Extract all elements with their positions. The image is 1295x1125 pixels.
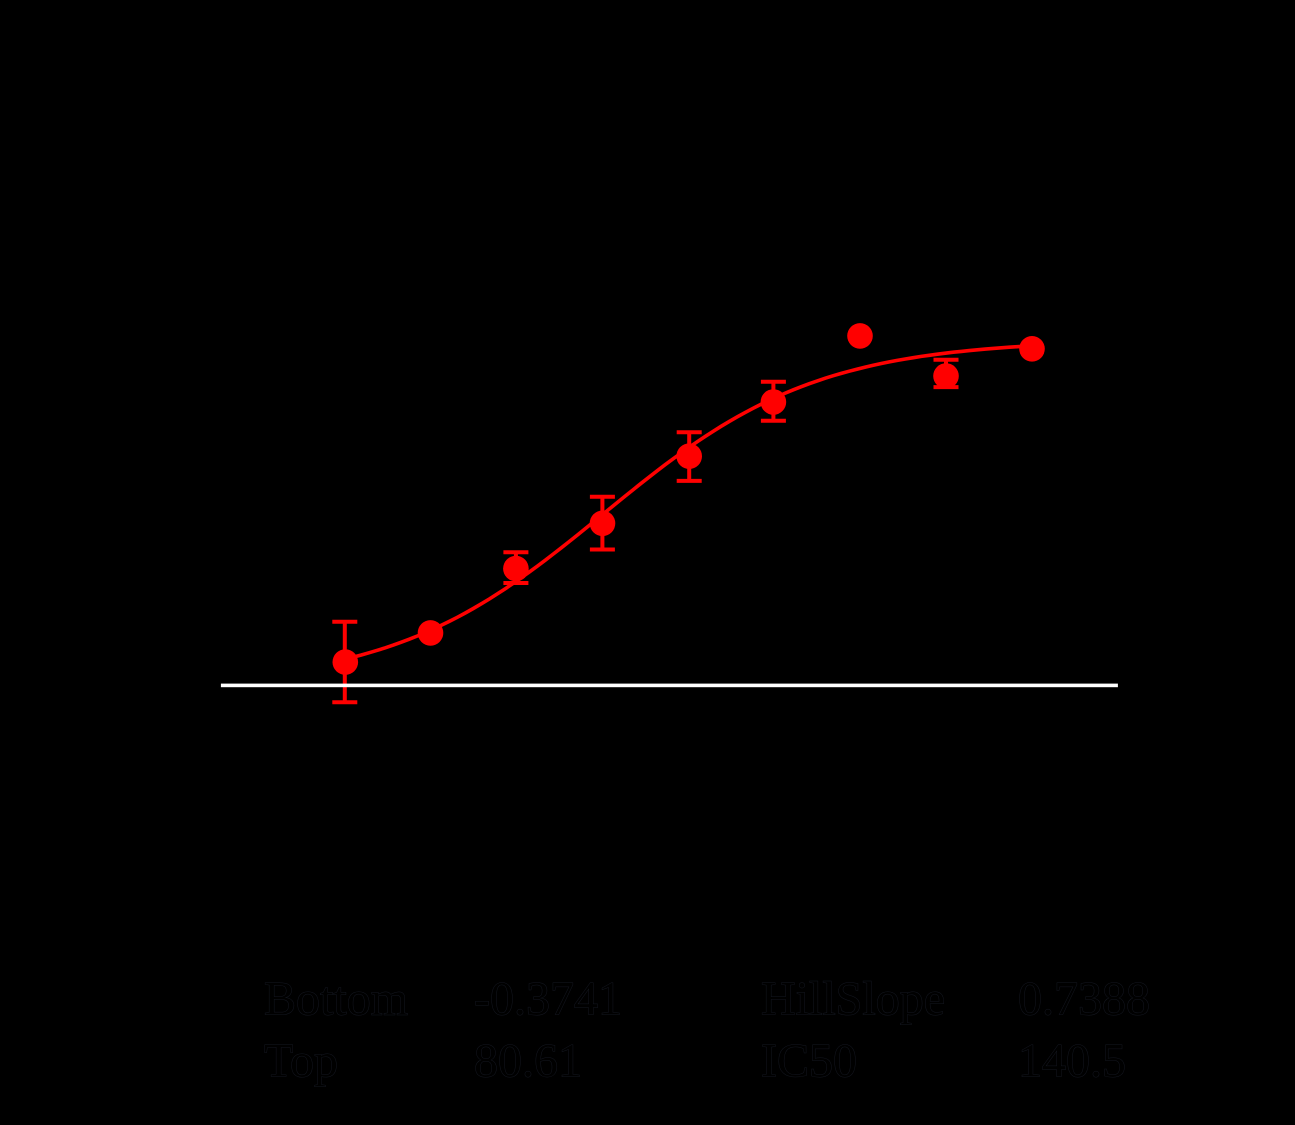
svg-text:0.7388: 0.7388	[1018, 973, 1150, 1026]
svg-text:HillSlope: HillSlope	[761, 973, 945, 1026]
svg-text:80.61: 80.61	[474, 1035, 582, 1088]
svg-text:IC50: IC50	[761, 1035, 857, 1088]
svg-text:140.5: 140.5	[1018, 1035, 1126, 1088]
svg-text:Bottom: Bottom	[264, 973, 408, 1026]
svg-text:Top: Top	[264, 1035, 338, 1088]
svg-text:-0.3741: -0.3741	[474, 973, 622, 1026]
